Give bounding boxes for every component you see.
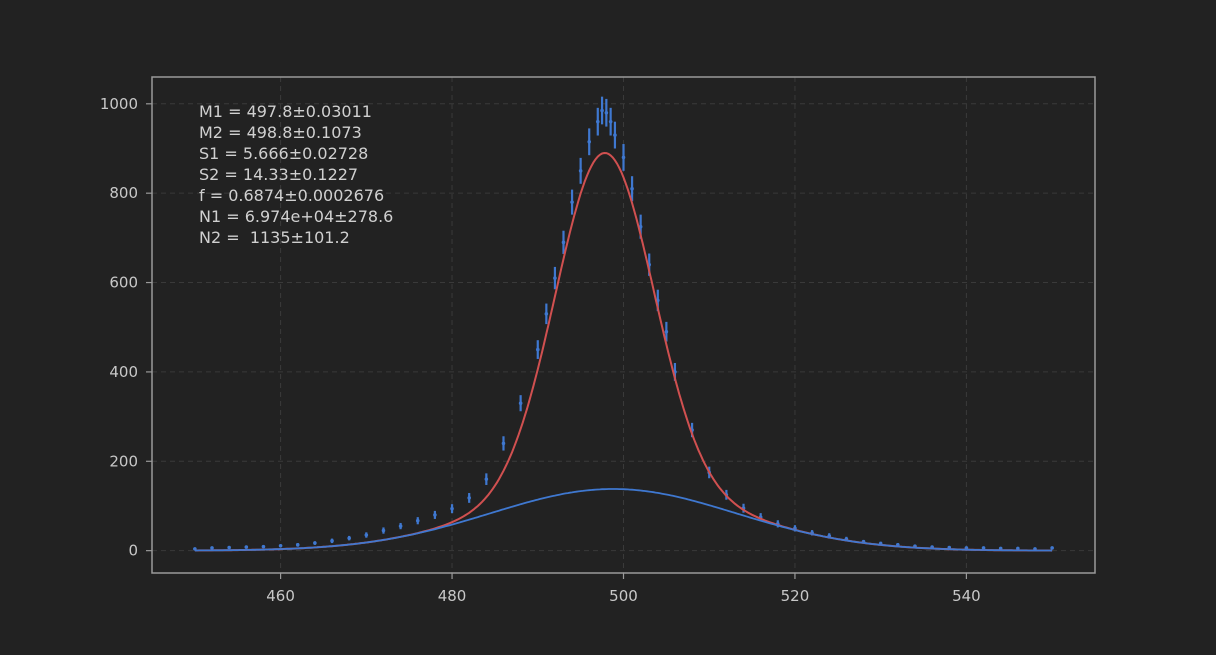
y-tick-label: 400 xyxy=(109,363,138,381)
annotation-n1: N1 = 6.974e+04±278.6 xyxy=(199,207,393,226)
data-point xyxy=(630,186,634,191)
data-point xyxy=(381,528,386,533)
y-axis: 0 200 400 600 800 1000 xyxy=(100,95,152,560)
data-point xyxy=(467,496,471,500)
y-tick-label: 1000 xyxy=(100,95,138,113)
data-point xyxy=(518,401,523,405)
data-point xyxy=(227,545,231,550)
y-tick-label: 200 xyxy=(109,452,138,470)
data-point xyxy=(535,347,540,352)
data-point xyxy=(415,518,420,523)
annotation-s1: S1 = 5.666±0.02728 xyxy=(199,144,368,163)
data-point xyxy=(1050,546,1054,550)
data-point xyxy=(604,110,609,115)
second-gaussian-curve xyxy=(194,488,1053,552)
annotation-m2: M2 = 498.8±0.1073 xyxy=(199,123,362,142)
data-point xyxy=(600,108,604,113)
y-tick-label: 800 xyxy=(109,184,138,202)
grid xyxy=(152,77,1095,573)
data-point xyxy=(295,543,300,547)
data-point xyxy=(570,200,574,204)
data-point xyxy=(561,240,566,245)
data-point xyxy=(501,441,506,446)
data-point xyxy=(484,477,489,481)
x-tick-label: 480 xyxy=(438,587,467,605)
data-point xyxy=(330,539,334,543)
data-point xyxy=(1016,546,1020,551)
data-point xyxy=(553,276,557,280)
data-point xyxy=(595,119,600,124)
data-point xyxy=(261,544,266,549)
x-axis: 460 480 500 520 540 xyxy=(266,573,981,605)
data-point xyxy=(613,133,617,137)
data-point xyxy=(578,169,583,173)
y-tick-label: 0 xyxy=(128,542,138,560)
data-point xyxy=(664,329,669,334)
x-tick-label: 500 xyxy=(609,587,638,605)
data-point xyxy=(364,533,369,537)
annotation-n2: N2 = 1135±101.2 xyxy=(199,228,350,247)
data-point xyxy=(587,139,592,144)
annotation-m1: M1 = 497.8±0.03011 xyxy=(199,102,372,121)
y-tick-label: 600 xyxy=(109,274,138,292)
data-point xyxy=(278,543,283,548)
data-point xyxy=(210,546,214,550)
annotation-f: f = 0.6874±0.0002676 xyxy=(199,186,384,205)
data-point xyxy=(244,545,249,549)
annotation-s2: S2 = 14.33±0.1227 xyxy=(199,165,358,184)
x-tick-label: 520 xyxy=(781,587,810,605)
data-point xyxy=(347,536,351,540)
data-point xyxy=(608,119,613,124)
data-point xyxy=(398,524,403,528)
fit-parameters-box: M1 = 497.8±0.03011 M2 = 498.8±0.1073 S1 … xyxy=(199,102,393,247)
data-point xyxy=(313,541,317,545)
data-point xyxy=(450,506,454,511)
data-point xyxy=(621,155,626,160)
x-tick-label: 460 xyxy=(266,587,295,605)
data-point xyxy=(981,546,986,550)
data-point xyxy=(544,312,549,316)
x-tick-label: 540 xyxy=(952,587,981,605)
data-point xyxy=(433,513,437,517)
